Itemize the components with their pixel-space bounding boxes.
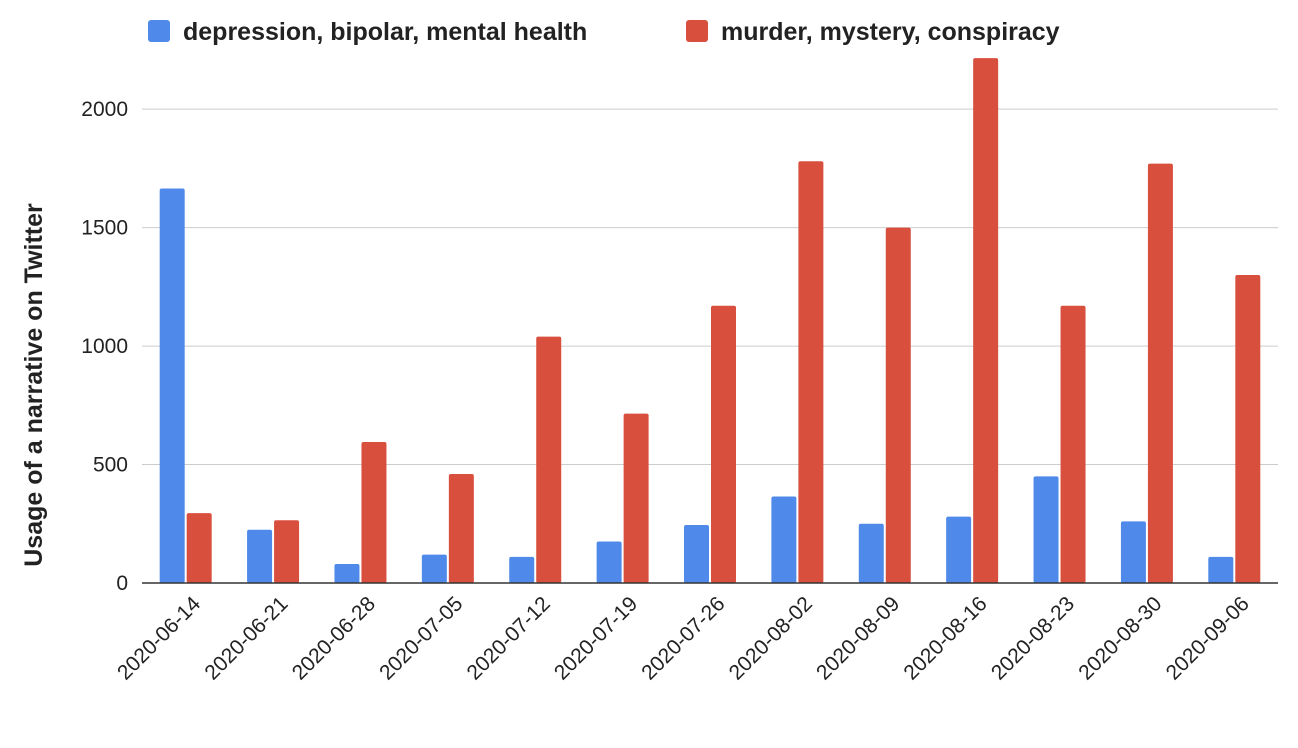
y-tick-label: 0 [116,572,128,595]
x-axis-tick-labels: 2020-06-142020-06-212020-06-282020-07-05… [113,592,1254,684]
x-tick-label: 2020-06-14 [113,592,205,684]
legend-label: depression, bipolar, mental health [183,18,587,46]
x-tick-label: 2020-06-21 [200,592,292,684]
bar-depression-bipolar-mental-health [1208,556,1234,583]
bar-murder-mystery-conspiracy [186,513,212,583]
x-tick-label: 2020-07-05 [375,592,467,684]
x-tick-label: 2020-09-06 [1162,592,1254,684]
bar-murder-mystery-conspiracy [274,520,300,583]
x-tick-label: 2020-06-28 [288,592,380,684]
y-tick-label: 1000 [81,335,128,358]
legend-swatch [686,20,708,42]
bar-depression-bipolar-mental-health [509,556,535,583]
x-tick-label: 2020-07-26 [637,592,729,684]
bar-murder-mystery-conspiracy [448,474,474,583]
bar-murder-mystery-conspiracy [623,413,649,583]
bar-murder-mystery-conspiracy [973,58,999,583]
x-tick-label: 2020-07-12 [463,592,555,684]
gridlines [142,108,1278,466]
y-axis-title: Usage of a narrative on Twitter [20,203,48,567]
bar-murder-mystery-conspiracy [798,161,824,583]
bar-depression-bipolar-mental-health [421,554,447,583]
bar-murder-mystery-conspiracy [1147,163,1173,583]
legend: depression, bipolar, mental health murder… [148,18,1060,46]
y-tick-label: 500 [93,454,128,477]
y-axis-tick-labels: 0 500 1000 1500 2000 [81,98,128,595]
y-tick-label: 1500 [81,217,128,240]
y-tick-label: 2000 [81,98,128,121]
bar-murder-mystery-conspiracy [1235,274,1261,583]
x-tick-label: 2020-08-16 [899,592,991,684]
x-tick-label: 2020-08-02 [725,592,817,684]
bar-depression-bipolar-mental-health [596,541,622,583]
bar-depression-bipolar-mental-health [159,188,185,583]
bar-murder-mystery-conspiracy [1060,305,1086,583]
bars [159,58,1261,583]
legend-label: murder, mystery, conspiracy [721,18,1060,46]
bar-murder-mystery-conspiracy [885,227,911,583]
bar-depression-bipolar-mental-health [1033,476,1059,583]
bar-depression-bipolar-mental-health [1120,521,1146,583]
legend-swatch [148,20,170,42]
bar-murder-mystery-conspiracy [536,336,562,583]
bar-depression-bipolar-mental-health [334,564,360,583]
x-tick-label: 2020-07-19 [550,592,642,684]
bar-murder-mystery-conspiracy [361,442,387,583]
bar-depression-bipolar-mental-health [684,524,709,583]
bar-depression-bipolar-mental-health [771,496,797,583]
bar-depression-bipolar-mental-health [247,529,273,583]
bar-depression-bipolar-mental-health [858,523,884,583]
x-tick-label: 2020-08-30 [1074,592,1166,684]
x-tick-label: 2020-08-23 [987,592,1079,684]
bar-depression-bipolar-mental-health [946,516,972,583]
bar-murder-mystery-conspiracy [711,305,736,583]
x-tick-label: 2020-08-09 [812,592,904,684]
